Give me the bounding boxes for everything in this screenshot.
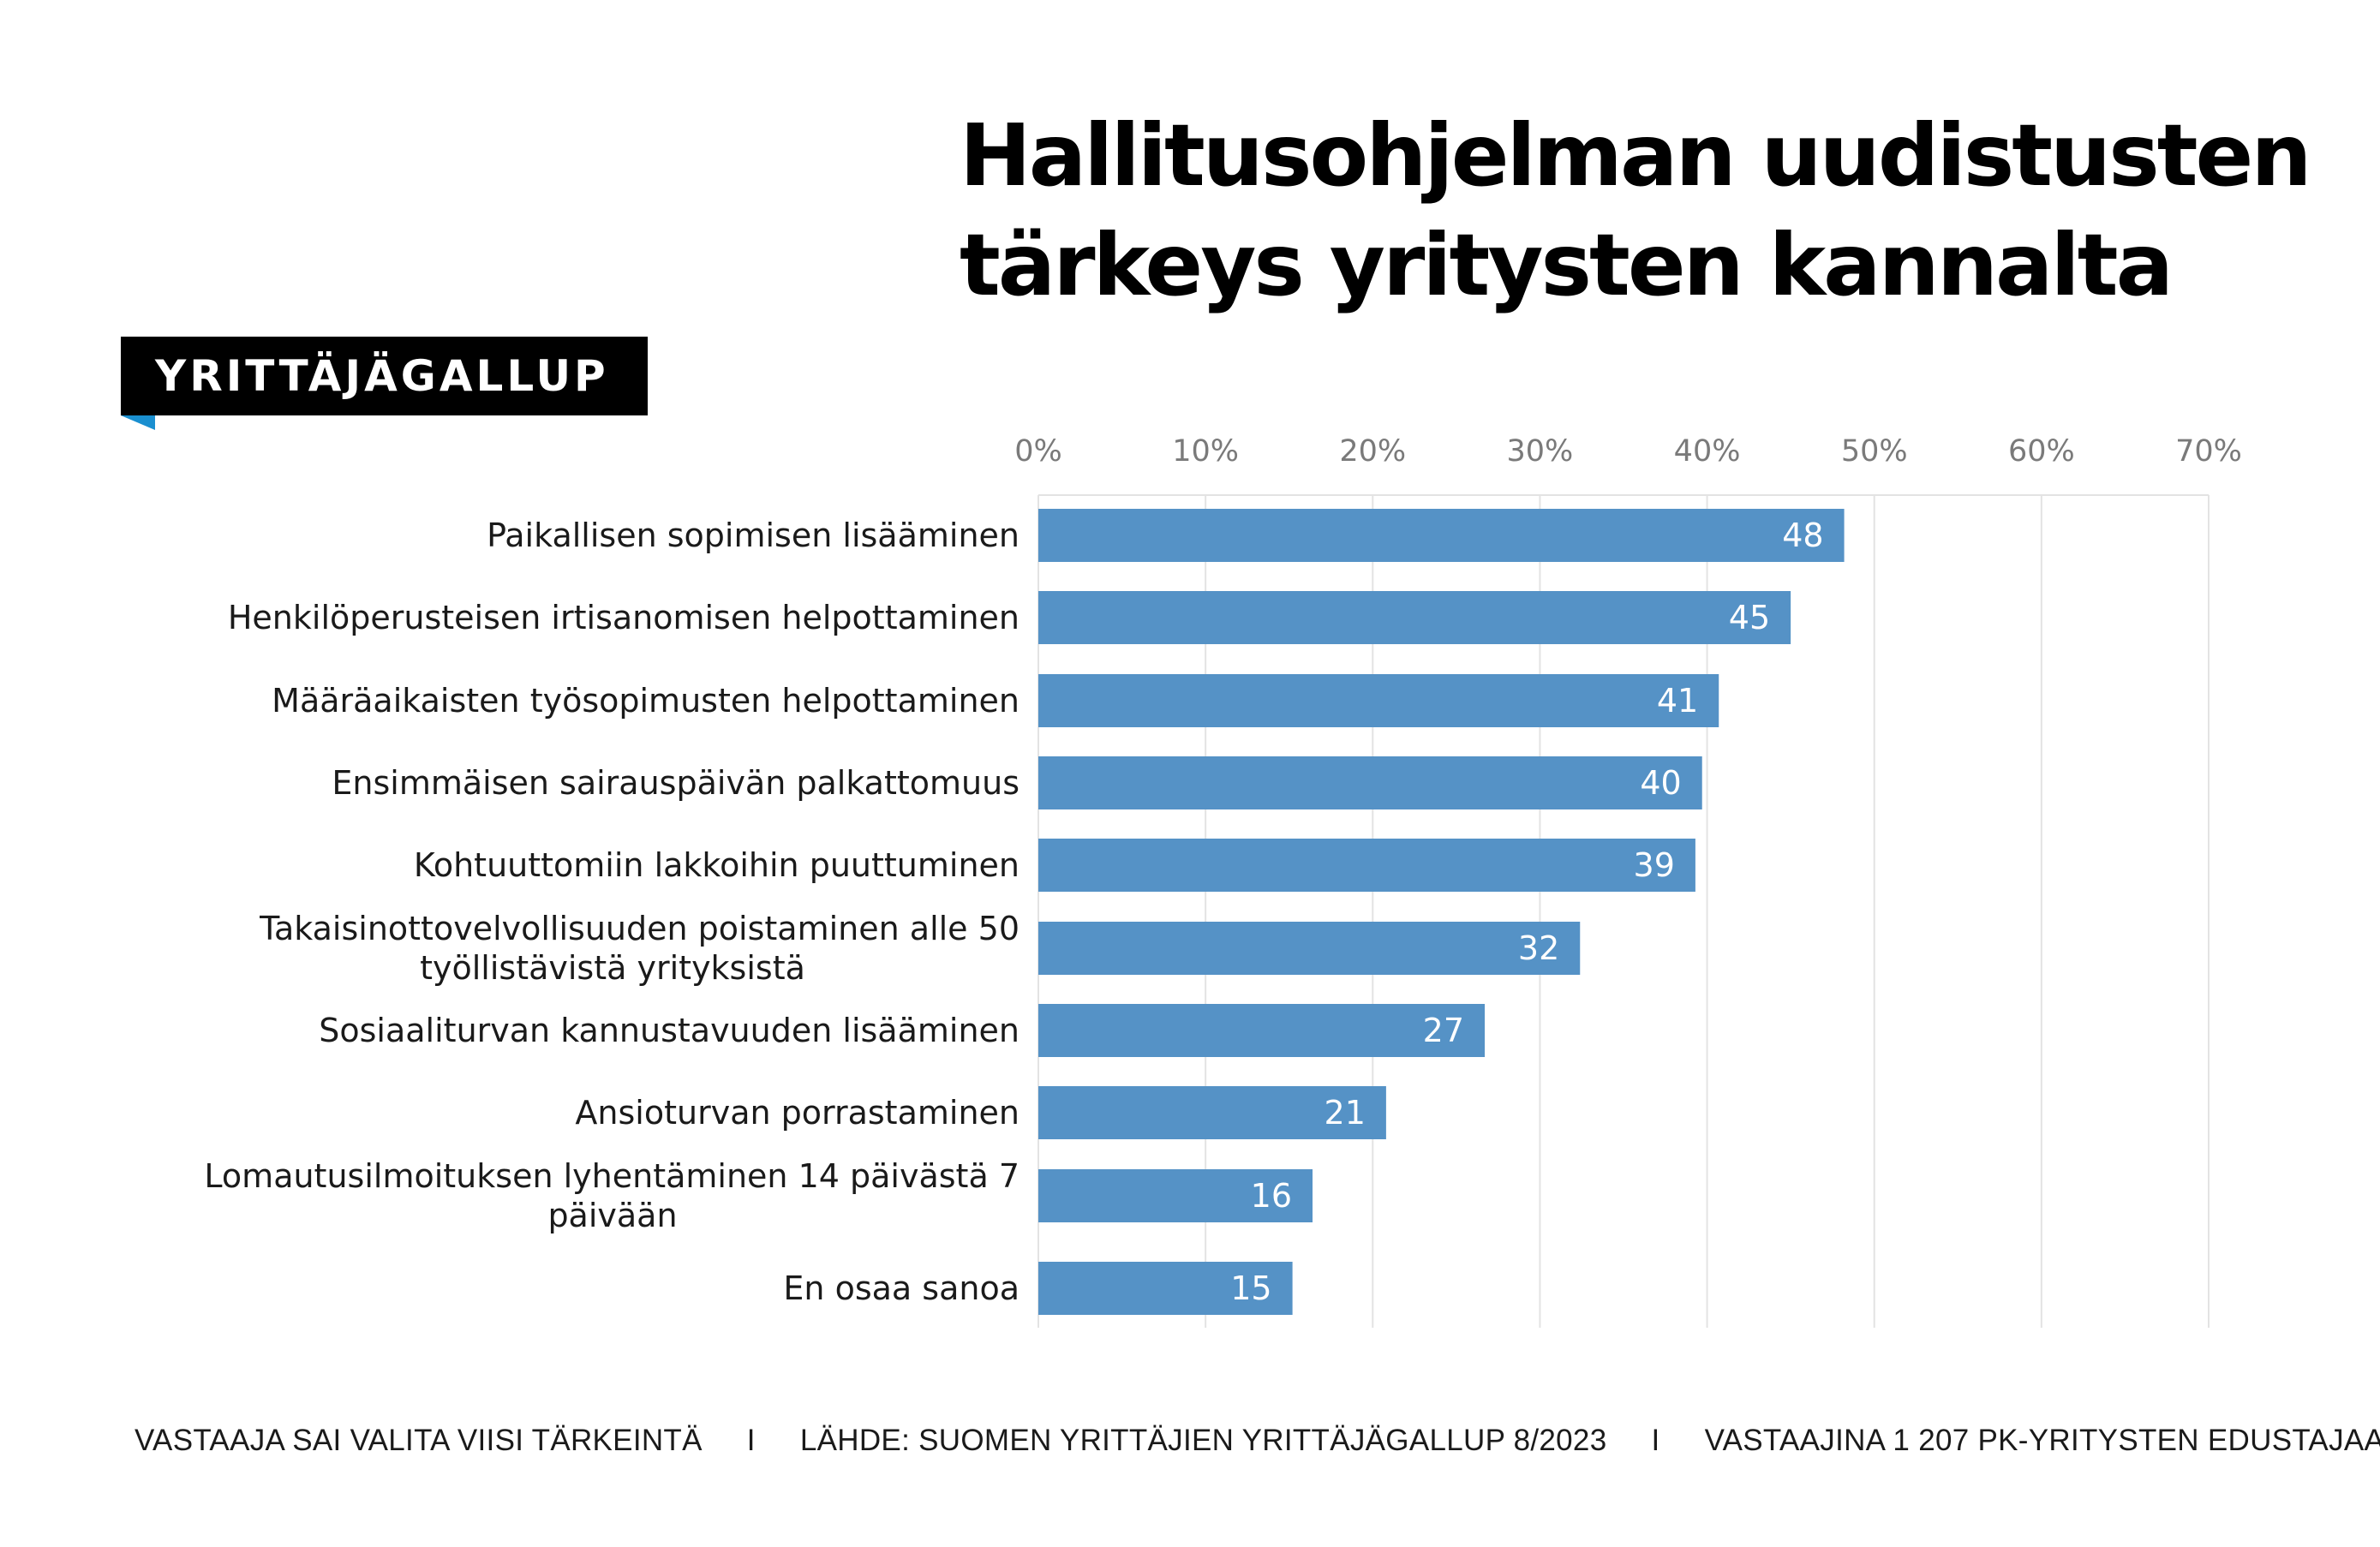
y-category-label: Sosiaaliturvan kannustavuuden lisääminen — [319, 1012, 1020, 1049]
y-category-label-continued: päivään — [547, 1197, 677, 1234]
title-line-1: Hallitusohjelman uudistusten — [960, 105, 2312, 206]
bar-value-label: 27 — [1423, 1012, 1464, 1049]
footer-source: LÄHDE: SUOMEN YRITTÄJIEN YRITTÄJÄGALLUP … — [799, 1424, 1607, 1457]
bar — [1038, 922, 1581, 975]
y-category-label: Ansioturvan porrastaminen — [575, 1094, 1020, 1132]
chart-title: Hallitusohjelman uudistusten tärkeys yri… — [960, 101, 2312, 320]
bar — [1038, 756, 1702, 809]
bar — [1038, 1086, 1386, 1139]
badge-label: YRITTÄJÄGALLUP — [155, 351, 609, 401]
x-tick-label: 70% — [2175, 434, 2242, 469]
badge-corner-accent — [121, 415, 155, 430]
y-category-label: Ensimmäisen sairauspäivän palkattomuus — [332, 764, 1020, 802]
bar — [1038, 509, 1845, 562]
bar-value-label: 48 — [1782, 517, 1823, 554]
x-tick-label: 10% — [1172, 434, 1239, 469]
y-category-label-continued: työllistävistä yrityksistä — [420, 949, 805, 987]
x-tick-label: 50% — [1841, 434, 1908, 469]
x-tick-label: 0% — [1014, 434, 1062, 469]
bar — [1038, 1169, 1313, 1222]
bar — [1038, 839, 1695, 892]
bar — [1038, 591, 1791, 644]
bar — [1038, 1262, 1293, 1315]
footer: VASTAAJA SAI VALITA VIISI TÄRKEINTÄ I LÄ… — [135, 1424, 2380, 1458]
bar-value-label: 39 — [1634, 846, 1675, 884]
y-category-label: Määräaikaisten työsopimusten helpottamin… — [272, 682, 1020, 720]
bar-value-label: 45 — [1729, 599, 1770, 636]
y-category-label: Takaisinottovelvollisuuden poistaminen a… — [259, 910, 1020, 947]
bar-value-label: 16 — [1251, 1177, 1292, 1215]
x-tick-label: 20% — [1339, 434, 1406, 469]
y-category-label: Lomautusilmoituksen lyhentäminen 14 päiv… — [204, 1157, 1020, 1195]
y-category-label: En osaa sanoa — [783, 1269, 1020, 1307]
footer-respondents: VASTAAJINA 1 207 PK-YRITYSTEN EDUSTAJAA — [1704, 1424, 2380, 1457]
bar — [1038, 1004, 1486, 1057]
bar-value-label: 32 — [1518, 929, 1559, 967]
bar-value-label: 15 — [1230, 1269, 1271, 1307]
bar-value-label: 40 — [1640, 764, 1681, 802]
y-category-label: Henkilöperusteisen irtisanomisen helpott… — [228, 599, 1020, 636]
title-line-2: tärkeys yritysten kannalta — [960, 215, 2174, 315]
x-tick-label: 40% — [1674, 434, 1741, 469]
footer-separator: I — [746, 1424, 756, 1457]
x-tick-label: 60% — [2008, 434, 2075, 469]
y-category-label: Paikallisen sopimisen lisääminen — [487, 517, 1020, 554]
bar-value-label: 41 — [1657, 682, 1698, 720]
bar-value-label: 21 — [1325, 1094, 1366, 1132]
footer-note: VASTAAJA SAI VALITA VIISI TÄRKEINTÄ — [135, 1424, 703, 1457]
footer-separator: I — [1651, 1424, 1660, 1457]
survey-badge: YRITTÄJÄGALLUP — [121, 337, 648, 415]
y-category-label: Kohtuuttomiin lakkoihin puuttuminen — [414, 846, 1020, 884]
bar — [1038, 674, 1719, 727]
x-tick-label: 30% — [1507, 434, 1574, 469]
